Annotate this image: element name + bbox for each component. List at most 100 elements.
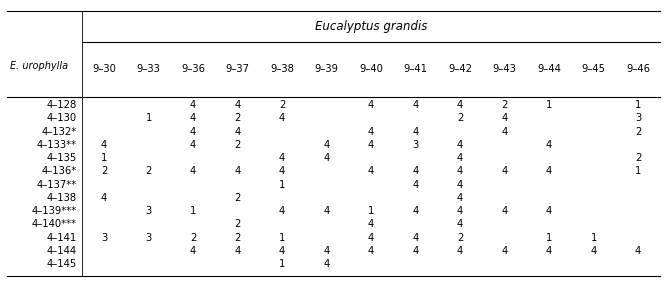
Text: 9–33: 9–33 bbox=[137, 64, 161, 74]
Text: 2: 2 bbox=[145, 166, 152, 177]
Text: 4: 4 bbox=[502, 246, 508, 256]
Text: 9–38: 9–38 bbox=[270, 64, 294, 74]
Text: 4: 4 bbox=[502, 127, 508, 136]
Text: 4: 4 bbox=[323, 140, 329, 150]
Text: 4: 4 bbox=[635, 246, 641, 256]
Text: 1: 1 bbox=[279, 180, 285, 190]
Text: 4: 4 bbox=[546, 140, 552, 150]
Text: 4: 4 bbox=[457, 180, 463, 190]
Text: 4: 4 bbox=[279, 166, 285, 177]
Text: 9–44: 9–44 bbox=[537, 64, 561, 74]
Text: 4: 4 bbox=[546, 206, 552, 216]
Text: 4: 4 bbox=[190, 100, 196, 110]
Text: 4: 4 bbox=[412, 206, 419, 216]
Text: 4–135: 4–135 bbox=[47, 153, 77, 163]
Text: 4–140***: 4–140*** bbox=[31, 219, 77, 230]
Text: 4: 4 bbox=[101, 140, 107, 150]
Text: 1: 1 bbox=[190, 206, 196, 216]
Text: 4: 4 bbox=[457, 219, 463, 230]
Text: 4–144: 4–144 bbox=[47, 246, 77, 256]
Text: 4: 4 bbox=[412, 127, 419, 136]
Text: 4: 4 bbox=[412, 233, 419, 243]
Text: 4: 4 bbox=[502, 113, 508, 123]
Text: 1: 1 bbox=[101, 153, 107, 163]
Text: 2: 2 bbox=[457, 113, 464, 123]
Text: 3: 3 bbox=[412, 140, 419, 150]
Text: 4: 4 bbox=[323, 206, 329, 216]
Text: 2: 2 bbox=[635, 153, 641, 163]
Text: 2: 2 bbox=[190, 233, 196, 243]
Text: 4: 4 bbox=[457, 100, 463, 110]
Text: 4–133**: 4–133** bbox=[37, 140, 77, 150]
Text: 9–37: 9–37 bbox=[225, 64, 249, 74]
Text: 2: 2 bbox=[234, 233, 241, 243]
Text: 4: 4 bbox=[190, 127, 196, 136]
Text: 4–145: 4–145 bbox=[47, 259, 77, 269]
Text: 4–130: 4–130 bbox=[47, 113, 77, 123]
Text: 4: 4 bbox=[323, 246, 329, 256]
Text: 4: 4 bbox=[502, 166, 508, 177]
Text: 4: 4 bbox=[279, 206, 285, 216]
Text: 4–128: 4–128 bbox=[47, 100, 77, 110]
Text: 4: 4 bbox=[457, 140, 463, 150]
Text: 1: 1 bbox=[279, 233, 285, 243]
Text: 2: 2 bbox=[279, 100, 285, 110]
Text: 4: 4 bbox=[368, 233, 374, 243]
Text: 4–137**: 4–137** bbox=[37, 180, 77, 190]
Text: 4: 4 bbox=[235, 127, 241, 136]
Text: 4: 4 bbox=[502, 206, 508, 216]
Text: 2: 2 bbox=[502, 100, 508, 110]
Text: 4–138: 4–138 bbox=[47, 193, 77, 203]
Text: 4: 4 bbox=[546, 166, 552, 177]
Text: 9–46: 9–46 bbox=[626, 64, 650, 74]
Text: 4: 4 bbox=[101, 193, 107, 203]
Text: 1: 1 bbox=[590, 233, 597, 243]
Text: Eucalyptus grandis: Eucalyptus grandis bbox=[315, 20, 428, 33]
Text: 4: 4 bbox=[457, 246, 463, 256]
Text: 4: 4 bbox=[235, 246, 241, 256]
Text: 4: 4 bbox=[368, 100, 374, 110]
Text: 4: 4 bbox=[546, 246, 552, 256]
Text: 4–132*: 4–132* bbox=[41, 127, 77, 136]
Text: 4: 4 bbox=[368, 127, 374, 136]
Text: 9–36: 9–36 bbox=[181, 64, 205, 74]
Text: 4: 4 bbox=[190, 246, 196, 256]
Text: 3: 3 bbox=[635, 113, 641, 123]
Text: 4: 4 bbox=[279, 113, 285, 123]
Text: 3: 3 bbox=[101, 233, 107, 243]
Text: 4: 4 bbox=[190, 166, 196, 177]
Text: 4: 4 bbox=[412, 166, 419, 177]
Text: 1: 1 bbox=[546, 233, 552, 243]
Text: 9–45: 9–45 bbox=[582, 64, 606, 74]
Text: 2: 2 bbox=[234, 113, 241, 123]
Text: 4–139***: 4–139*** bbox=[31, 206, 77, 216]
Text: 9–30: 9–30 bbox=[92, 64, 116, 74]
Text: 3: 3 bbox=[145, 233, 151, 243]
Text: 1: 1 bbox=[635, 100, 641, 110]
Text: 4: 4 bbox=[368, 140, 374, 150]
Text: 4: 4 bbox=[323, 259, 329, 269]
Text: 4: 4 bbox=[412, 180, 419, 190]
Text: 2: 2 bbox=[101, 166, 107, 177]
Text: 9–43: 9–43 bbox=[493, 64, 516, 74]
Text: 1: 1 bbox=[368, 206, 374, 216]
Text: 4: 4 bbox=[190, 113, 196, 123]
Text: 3: 3 bbox=[145, 206, 151, 216]
Text: 9–41: 9–41 bbox=[404, 64, 428, 74]
Text: 4: 4 bbox=[368, 246, 374, 256]
Text: 4: 4 bbox=[457, 193, 463, 203]
Text: 4: 4 bbox=[412, 100, 419, 110]
Text: 2: 2 bbox=[234, 193, 241, 203]
Text: 4: 4 bbox=[457, 206, 463, 216]
Text: 4: 4 bbox=[412, 246, 419, 256]
Text: 2: 2 bbox=[234, 219, 241, 230]
Text: 4: 4 bbox=[457, 153, 463, 163]
Text: 2: 2 bbox=[457, 233, 464, 243]
Text: 4: 4 bbox=[368, 219, 374, 230]
Text: 4: 4 bbox=[190, 140, 196, 150]
Text: 1: 1 bbox=[546, 100, 552, 110]
Text: 4: 4 bbox=[235, 100, 241, 110]
Text: E. urophylla: E. urophylla bbox=[11, 61, 69, 71]
Text: 1: 1 bbox=[635, 166, 641, 177]
Text: 4: 4 bbox=[457, 166, 463, 177]
